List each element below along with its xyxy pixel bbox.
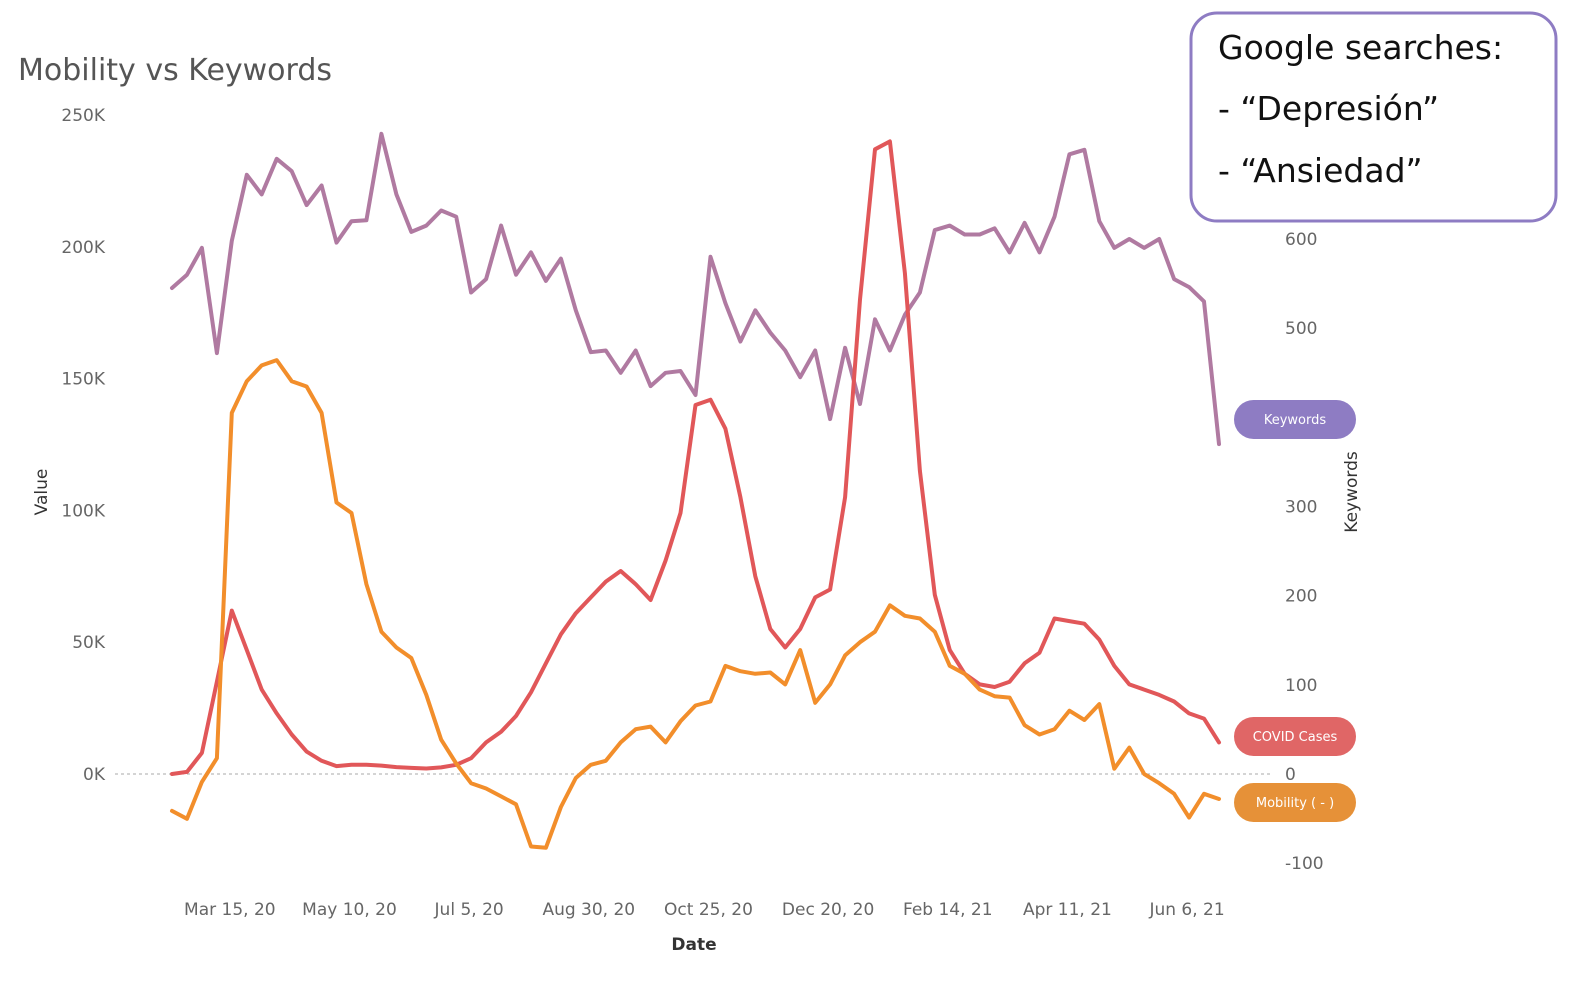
y-tick-label: 250K (61, 106, 105, 126)
x-axis-title: Date (671, 935, 716, 955)
legend-badge-covid: COVID Cases (1234, 717, 1356, 756)
chart-title: Mobility vs Keywords (18, 53, 332, 88)
legend-badge-covid-bg (1234, 717, 1356, 756)
legend-badge-keywords-bg (1234, 400, 1356, 439)
legend-badge-covid-label: COVID Cases (1253, 730, 1338, 745)
series-line-covid-cases (170, 139, 1221, 776)
callout-line-3: - “Ansiedad” (1218, 151, 1423, 190)
series-line-mobility (170, 358, 1221, 850)
legend-badge-keywords-label: Keywords (1264, 413, 1327, 428)
x-tick-label: Jul 5, 20 (434, 900, 504, 920)
y2-tick-label: 600 (1285, 230, 1317, 250)
x-tick-label: Dec 20, 20 (782, 900, 874, 920)
callout-border (1189, 11, 1558, 223)
y-tick-label: 100K (61, 501, 105, 521)
callout-line-1: Google searches: (1218, 28, 1503, 67)
legend-badge-mobility-bg (1234, 783, 1356, 822)
y2-tick-label: 0 (1285, 765, 1296, 785)
legend-badge-mobility: Mobility ( - ) (1234, 783, 1356, 822)
y-tick-label: 200K (61, 238, 105, 258)
y-tick-label: 0K (83, 765, 106, 785)
x-tick-label: Aug 30, 20 (542, 900, 635, 920)
y-tick-label: 150K (61, 370, 105, 390)
x-tick-label: May 10, 20 (302, 900, 397, 920)
y2-axis-title: Keywords (1342, 451, 1362, 533)
y2-tick-label: 500 (1285, 319, 1317, 339)
y-axis-title: Value (32, 469, 52, 516)
y2-tick-label: -100 (1285, 854, 1324, 874)
x-tick-label: Jun 6, 21 (1148, 900, 1224, 920)
series-line-keywords (170, 131, 1221, 447)
x-tick-label: Feb 14, 21 (903, 900, 993, 920)
callout-line-2: - “Depresión” (1218, 89, 1439, 128)
legend-badge-keywords: Keywords (1234, 400, 1356, 439)
y-tick-label: 50K (72, 633, 106, 653)
x-axis-ticks: Mar 15, 20 May 10, 20 Jul 5, 20 Aug 30, 20 O… (184, 900, 1225, 920)
y2-tick-label: 100 (1285, 676, 1317, 696)
y2-tick-label: 200 (1285, 587, 1317, 607)
y2-tick-label: 300 (1285, 498, 1317, 518)
legend-badge-mobility-label: Mobility ( - ) (1256, 796, 1334, 811)
right-axis-ticks: 6005004003002001000-100 (1285, 230, 1324, 874)
callout-box: Google searches: - “Depresión” - “Ansied… (1189, 11, 1558, 223)
x-tick-label: Mar 15, 20 (184, 900, 276, 920)
x-tick-label: Apr 11, 21 (1023, 900, 1112, 920)
x-tick-label: Oct 25, 20 (664, 900, 753, 920)
left-axis-ticks: 250K 200K 150K 100K 50K 0K (61, 106, 105, 785)
series-lines (170, 131, 1221, 850)
